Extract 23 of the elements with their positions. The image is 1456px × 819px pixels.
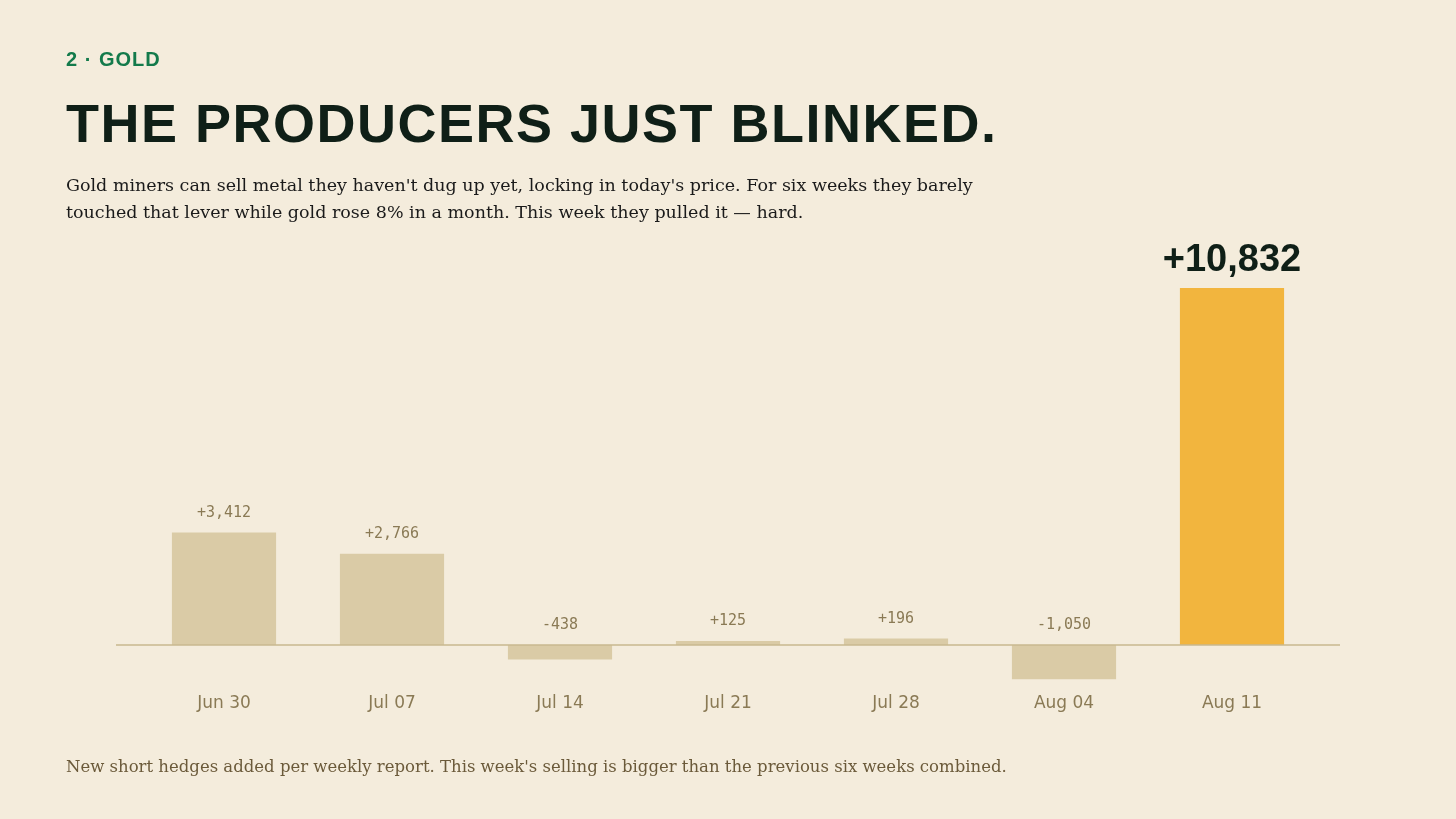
data-label: -438 [541,615,579,634]
data-label: +125 [709,611,747,630]
chart-title: THE PRODUCERS JUST BLINKED. [66,92,998,154]
data-label: +196 [877,608,915,627]
bar [1011,645,1117,680]
data-label: +10,832 [1162,237,1302,280]
text: 2 · GOLD [66,48,161,71]
bar [171,532,277,645]
chart-subtitle: Gold miners can sell metal they haven't dug up yet, locking in today's price. For six weeks they barely touched that lever while gold rose 8% in a month. This week they pulled it — hard. [66,174,974,224]
x-tick-label: Jun 30 [196,692,251,713]
x-tick-label: Jul 07 [367,692,416,713]
x-tick-label: Jul 14 [535,692,584,713]
text: New short hedges added per weekly report. This week's selling is bigger than the previous six weeks combined. [66,757,1007,776]
data-label: +3,412 [196,502,252,521]
x-tick-label: Jul 21 [703,692,752,713]
bar [339,553,445,645]
data-label: +2,766 [364,524,420,543]
bar [507,645,613,660]
bar [1179,288,1285,645]
x-tick-label: Aug 11 [1201,692,1263,713]
x-tick-label: Aug 04 [1033,692,1095,713]
data-label: -1,050 [1036,615,1092,634]
x-tick-label: Jul 28 [871,692,920,713]
